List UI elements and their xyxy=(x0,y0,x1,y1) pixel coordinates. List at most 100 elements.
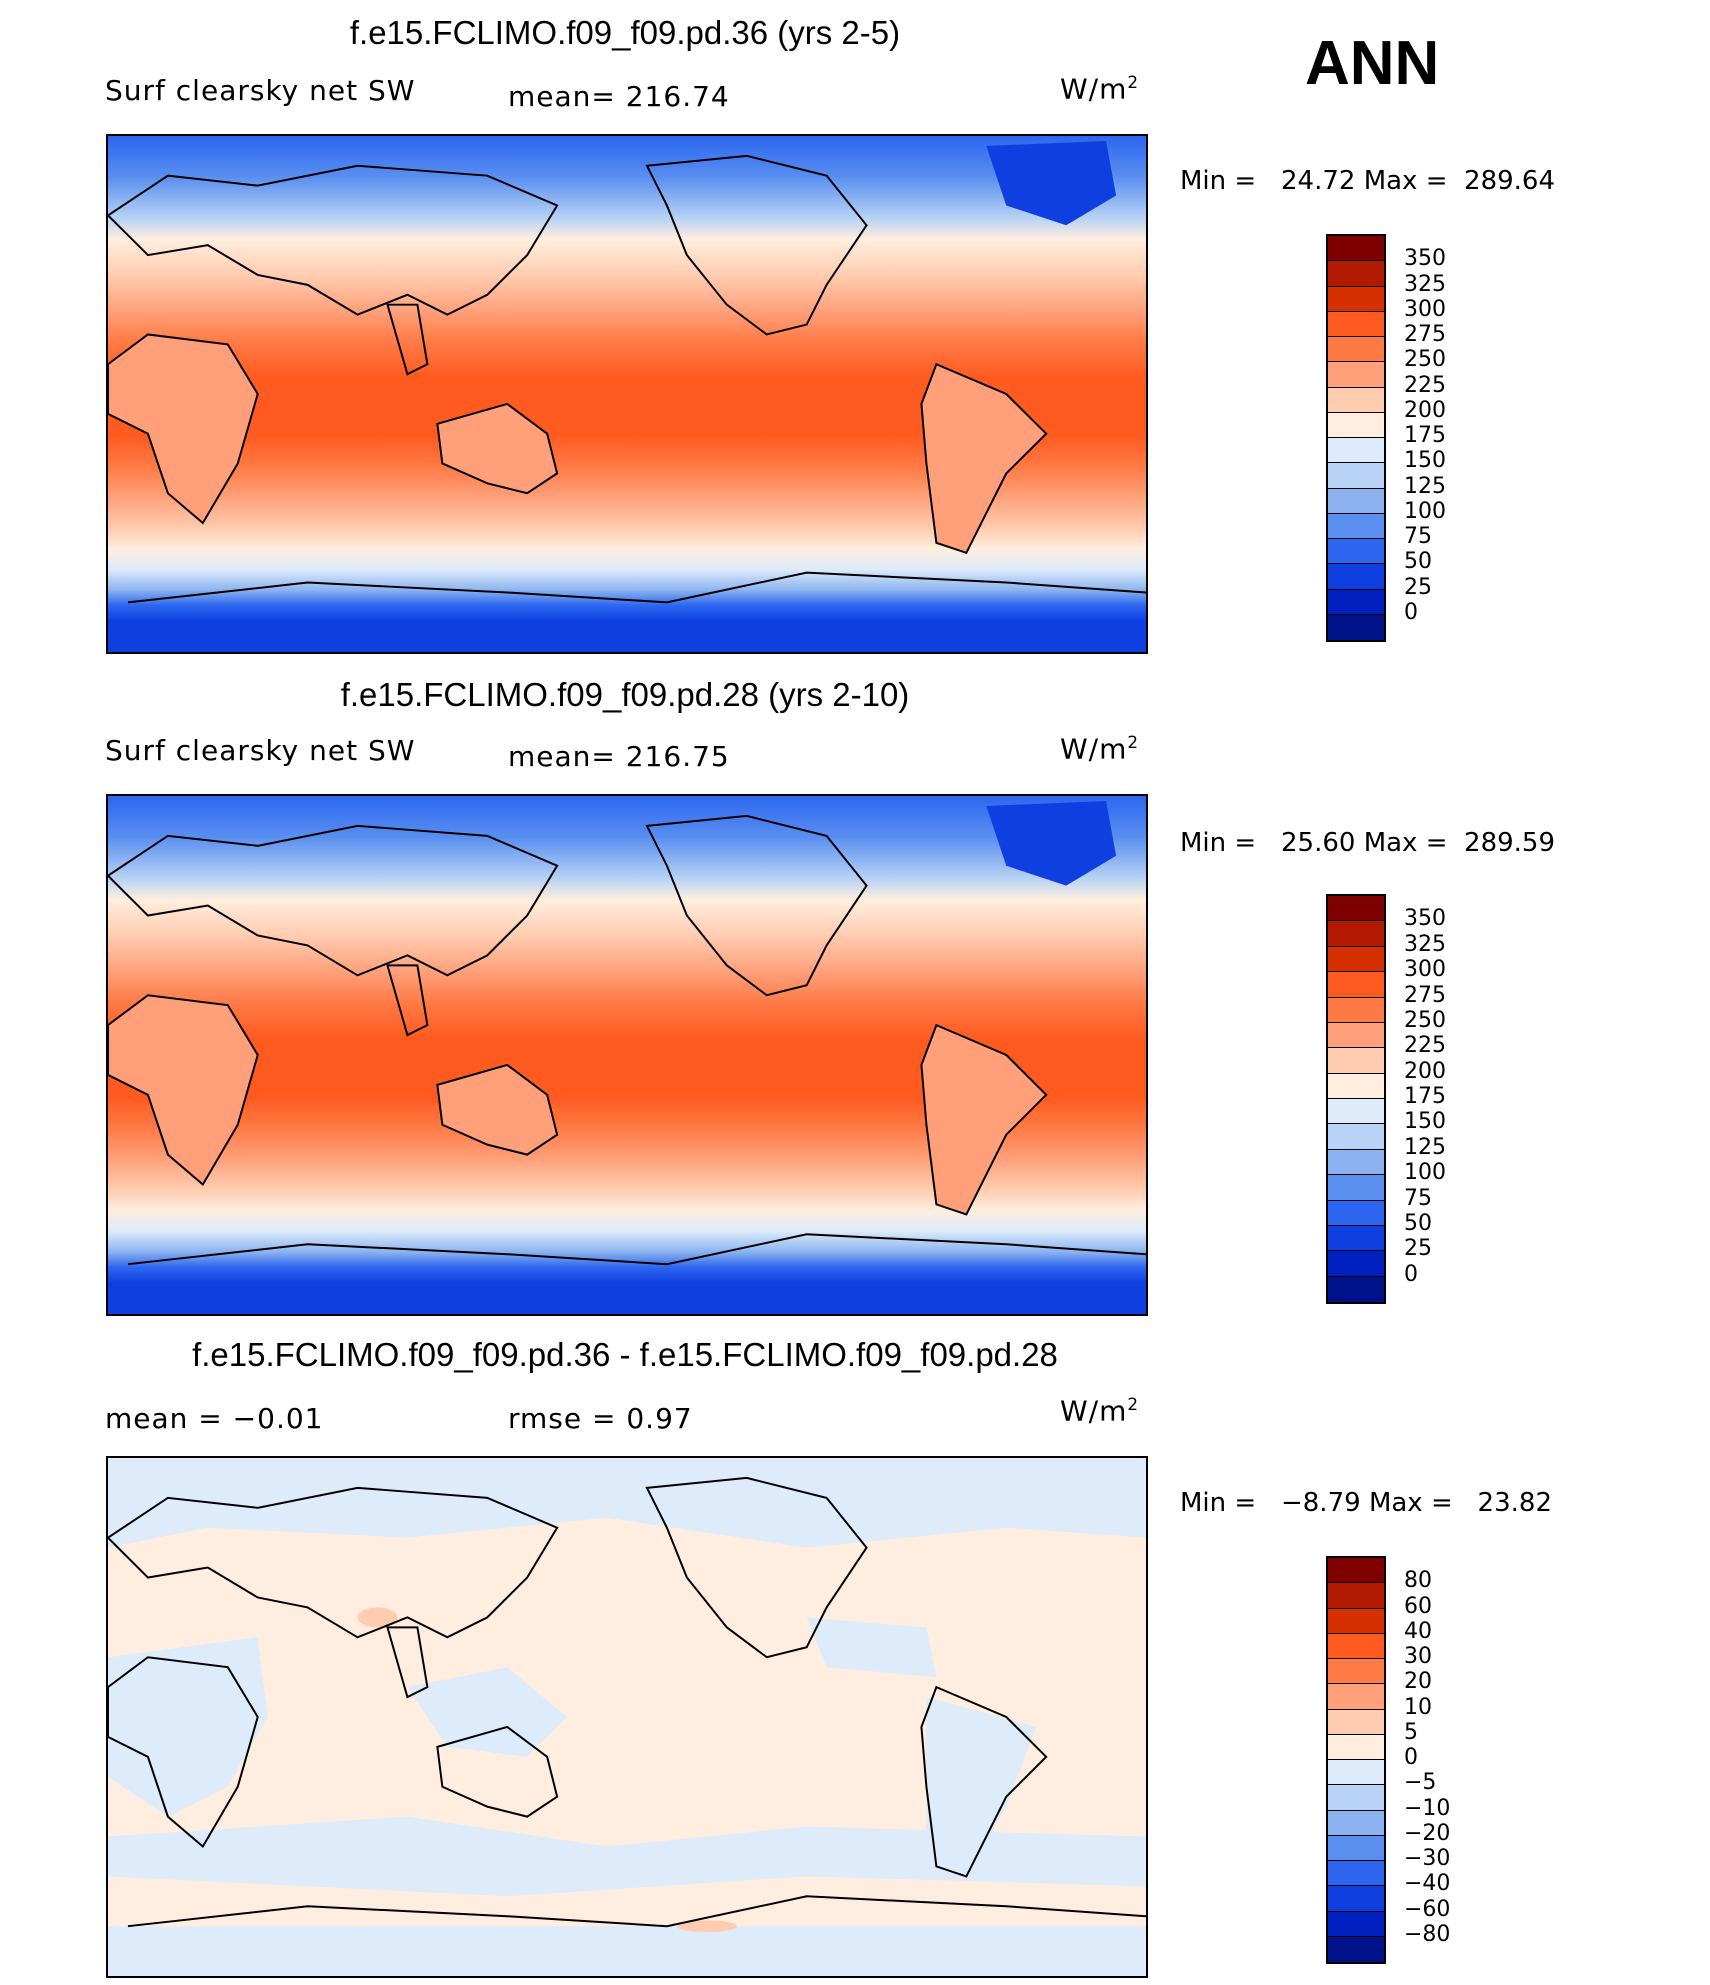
colorbar-tick-label: 150 xyxy=(1404,1109,1446,1135)
colorbar-tick-label: 350 xyxy=(1404,246,1446,272)
colorbar-cell xyxy=(1328,614,1384,640)
panel-1-units: W/m2 xyxy=(1060,72,1140,106)
panel-1-minmax: Min = 24.72 Max = 289.64 xyxy=(1180,166,1556,196)
colorbar-cell xyxy=(1328,1073,1384,1099)
panel-2-map xyxy=(106,794,1148,1316)
colorbar-tick-label: −20 xyxy=(1404,1820,1451,1846)
colorbar-cell xyxy=(1328,1583,1384,1609)
colorbar-tick-label: 5 xyxy=(1404,1719,1418,1745)
colorbar-cell xyxy=(1328,1225,1384,1252)
colorbar-cell xyxy=(1328,1760,1384,1786)
panel-1-title: f.e15.FCLIMO.f09_f09.pd.36 (yrs 2-5) xyxy=(349,14,901,51)
colorbar-cell xyxy=(1328,261,1384,287)
colorbar-cell xyxy=(1328,1124,1384,1150)
colorbar-tick-label: 10 xyxy=(1404,1694,1432,1720)
panel-2-minmax: Min = 25.60 Max = 289.59 xyxy=(1180,828,1556,858)
colorbar-tick-label: 75 xyxy=(1404,1185,1432,1211)
panel-3-units: W/m2 xyxy=(1060,1394,1140,1428)
colorbar-tick-label: 25 xyxy=(1404,574,1432,600)
colorbar-tick-label: −10 xyxy=(1404,1795,1451,1821)
colorbar-cell xyxy=(1328,1251,1384,1277)
colorbar-tick-label: 25 xyxy=(1404,1236,1432,1262)
colorbar-tick-label: −40 xyxy=(1404,1871,1451,1897)
colorbar-tick-label: 80 xyxy=(1404,1568,1432,1594)
colorbar-cell xyxy=(1328,1861,1384,1887)
colorbar-cell xyxy=(1328,1810,1384,1836)
colorbar-cell xyxy=(1328,236,1384,262)
colorbar-tick-label: 50 xyxy=(1404,1210,1432,1236)
colorbar-tick-label: 225 xyxy=(1404,1033,1446,1059)
colorbar-cell xyxy=(1328,488,1384,514)
panel-3-title: f.e15.FCLIMO.f09_f09.pd.36 - f.e15.FCLIM… xyxy=(192,1336,1058,1373)
colorbar-tick-label: 125 xyxy=(1404,473,1446,499)
colorbar-cell xyxy=(1328,1835,1384,1861)
colorbar-tick-label: 350 xyxy=(1404,906,1446,932)
season-label: ANN xyxy=(1305,29,1440,98)
colorbar-tick-label: −60 xyxy=(1404,1896,1451,1922)
panel-1-mean-label: mean= 216.74 xyxy=(508,80,730,113)
panel-2-variable-label: Surf clearsky net SW xyxy=(105,734,416,767)
colorbar-tick-label: 300 xyxy=(1404,957,1446,983)
panel-3-minmax: Min = −8.79 Max = 23.82 xyxy=(1180,1488,1552,1518)
colorbar-tick-label: 0 xyxy=(1404,599,1418,625)
panel-2-title: f.e15.FCLIMO.f09_f09.pd.28 (yrs 2-10) xyxy=(340,676,910,713)
colorbar-cell xyxy=(1328,1608,1384,1634)
colorbar-tick-label: 175 xyxy=(1404,423,1446,448)
colorbar-cell xyxy=(1328,1633,1384,1659)
colorbar-tick-label: 200 xyxy=(1404,1058,1446,1084)
colorbar-cell xyxy=(1328,997,1384,1023)
colorbar-cell xyxy=(1328,1149,1384,1176)
panel-3-map xyxy=(106,1456,1148,1978)
colorbar-cell xyxy=(1328,311,1384,337)
colorbar-tick-label: 60 xyxy=(1404,1593,1432,1619)
colorbar-tick-label: 30 xyxy=(1404,1644,1432,1669)
colorbar-tick-label: 0 xyxy=(1404,1745,1418,1770)
colorbar-cell xyxy=(1328,362,1384,388)
colorbar-cell xyxy=(1328,1709,1384,1735)
colorbar-tick-label: 150 xyxy=(1404,448,1446,474)
panel-2-colorbar xyxy=(1326,894,1386,1304)
panel-1-map xyxy=(106,134,1148,654)
colorbar-cell xyxy=(1328,1785,1384,1811)
colorbar-tick-label: −5 xyxy=(1404,1770,1437,1796)
panel-2-map-svg xyxy=(108,796,1146,1314)
colorbar-tick-label: 325 xyxy=(1404,271,1446,297)
colorbar-cell xyxy=(1328,412,1384,438)
colorbar-tick-label: 275 xyxy=(1404,982,1446,1008)
colorbar-tick-label: 325 xyxy=(1404,931,1446,957)
colorbar-cell xyxy=(1328,1276,1384,1302)
colorbar-tick-label: 250 xyxy=(1404,347,1446,373)
colorbar-cell xyxy=(1328,1175,1384,1201)
colorbar-cell xyxy=(1328,286,1384,312)
colorbar-tick-label: 75 xyxy=(1404,524,1432,549)
panel-1-map-svg xyxy=(108,136,1146,652)
panel-3-rmse-label: rmse = 0.97 xyxy=(508,1402,693,1435)
panel-3-mean-label: mean = −0.01 xyxy=(105,1402,324,1435)
colorbar-cell xyxy=(1328,1048,1384,1074)
colorbar-cell xyxy=(1328,1886,1384,1912)
colorbar-cell xyxy=(1328,539,1384,565)
colorbar-cell xyxy=(1328,513,1384,539)
panel-3-map-svg xyxy=(108,1458,1146,1976)
colorbar-cell xyxy=(1328,1936,1384,1962)
colorbar-tick-label: 40 xyxy=(1404,1618,1432,1644)
colorbar-cell xyxy=(1328,387,1384,413)
colorbar-cell xyxy=(1328,1200,1384,1226)
colorbar-tick-label: 225 xyxy=(1404,372,1446,398)
colorbar-cell xyxy=(1328,921,1384,947)
colorbar-tick-label: −80 xyxy=(1404,1921,1451,1947)
colorbar-cell xyxy=(1328,1099,1384,1125)
colorbar-cell xyxy=(1328,972,1384,998)
colorbar-cell xyxy=(1328,1911,1384,1937)
colorbar-cell xyxy=(1328,1684,1384,1710)
colorbar-tick-label: 0 xyxy=(1404,1261,1418,1287)
colorbar-tick-label: 100 xyxy=(1404,498,1446,524)
colorbar-tick-label: 20 xyxy=(1404,1669,1432,1695)
colorbar-tick-label: 250 xyxy=(1404,1007,1446,1033)
panel-3-colorbar xyxy=(1326,1556,1386,1964)
colorbar-tick-label: 100 xyxy=(1404,1160,1446,1186)
colorbar-cell xyxy=(1328,438,1384,464)
colorbar-tick-label: 300 xyxy=(1404,296,1446,322)
panel-1-variable-label: Surf clearsky net SW xyxy=(105,74,416,107)
panel-2-mean-label: mean= 216.75 xyxy=(508,740,730,773)
